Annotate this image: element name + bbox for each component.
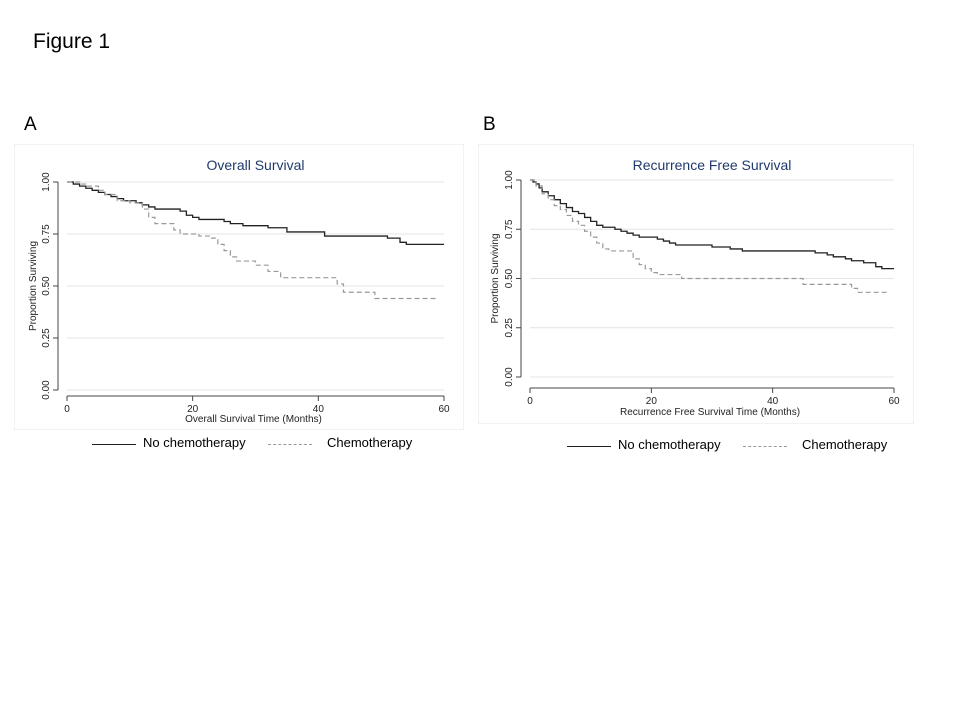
chart-b-x-axis-label: Recurrence Free Survival Time (Months): [620, 407, 800, 418]
panel-b-label: B: [483, 114, 496, 135]
chart-b-xtick-label-2: 40: [767, 396, 779, 407]
recurrence-free-survival-chart: Recurrence Free Survival 0.00 0.25 0.50 0.75…: [477, 143, 915, 425]
chart-b-ytick-label-4: 1.00: [504, 170, 515, 190]
chart-b-xtick-label-1: 20: [646, 396, 658, 407]
legend-b: No chemotherapy Chemotherapy: [560, 434, 960, 460]
legend-b-label-chemotherapy: Chemotherapy: [802, 437, 888, 452]
overall-survival-chart: Overall Survival 0.00 0.25 0.50 0.75 1.00 0 20 4…: [13, 143, 465, 431]
panel-a-label: A: [24, 114, 37, 135]
legend-b-swatch-solid: [567, 446, 611, 447]
chart-a-xtick-label-0: 0: [64, 404, 70, 415]
chart-a-ytick-label-2: 0.50: [41, 276, 52, 296]
legend-b-label-no-chemotherapy: No chemotherapy: [618, 437, 721, 452]
chart-a-y-axis-label: Proportion Surviving: [28, 241, 39, 331]
overall-survival-plot-svg: Overall Survival 0.00 0.25 0.50 0.75 1.00 0 20 4…: [13, 143, 465, 431]
chart-b-ytick-label-2: 0.50: [504, 268, 515, 288]
figure-title: Figure 1: [33, 30, 111, 53]
recurrence-free-survival-plot-svg: Recurrence Free Survival 0.00 0.25 0.50 0.75…: [477, 143, 915, 425]
chart-a-series-no-chemotherapy: [67, 181, 444, 246]
chart-b-series-chemotherapy: [530, 179, 888, 293]
legend-a-label-no-chemotherapy: No chemotherapy: [143, 435, 246, 450]
legend-a-label-chemotherapy: Chemotherapy: [327, 435, 413, 450]
chart-a-series-chemotherapy: [67, 181, 438, 300]
chart-a-x-axis-label: Overall Survival Time (Months): [185, 414, 322, 425]
chart-b-xtick-label-0: 0: [527, 396, 533, 407]
legend-a: No chemotherapy Chemotherapy: [85, 432, 505, 458]
chart-b-title: Recurrence Free Survival: [633, 157, 792, 173]
chart-a-xtick-label-2: 40: [313, 404, 325, 415]
chart-a-ytick-label-0: 0.00: [41, 380, 52, 400]
chart-b-ytick-label-0: 0.00: [504, 367, 515, 387]
chart-a-ytick-label-1: 0.25: [41, 328, 52, 348]
legend-a-swatch-dashed: [268, 444, 312, 445]
legend-a-swatch-solid: [92, 444, 136, 445]
chart-b-xtick-label-3: 60: [888, 396, 900, 407]
chart-b-ytick-label-3: 0.75: [504, 219, 515, 239]
chart-b-y-axis-label: Proportion Surviving: [490, 233, 501, 323]
legend-b-swatch-dashed: [743, 446, 787, 447]
chart-b-series-no-chemotherapy: [530, 179, 894, 270]
chart-a-xtick-label-3: 60: [438, 404, 450, 415]
chart-a-ytick-label-4: 1.00: [41, 172, 52, 192]
chart-a-xtick-label-1: 20: [187, 404, 199, 415]
chart-a-title: Overall Survival: [206, 157, 304, 173]
chart-a-ytick-label-3: 0.75: [41, 224, 52, 244]
chart-b-ytick-label-1: 0.25: [504, 318, 515, 338]
